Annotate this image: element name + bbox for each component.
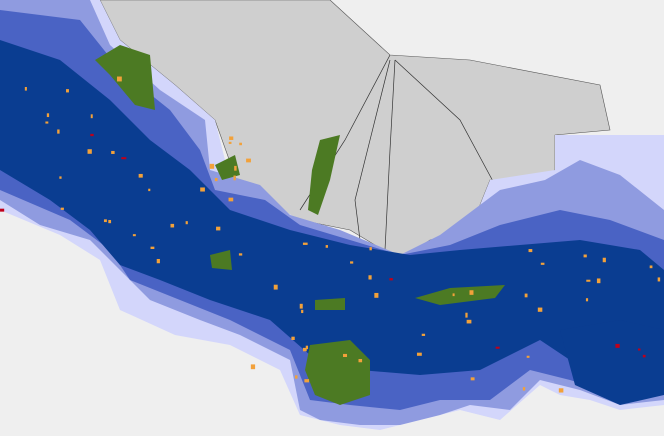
highlight-marker: [470, 377, 475, 381]
highlight-marker: [228, 141, 232, 144]
highlight-marker: [24, 86, 27, 91]
highlight-marker: [216, 226, 221, 231]
highlight-marker: [150, 246, 155, 249]
highlight-marker: [59, 176, 62, 179]
highlight-marker: [111, 150, 115, 154]
highlight-marker: [495, 346, 500, 349]
highlight-marker: [233, 175, 236, 181]
highlight-marker: [642, 354, 646, 358]
park-area: [315, 298, 345, 310]
highlight-marker: [374, 292, 379, 298]
highlight-marker: [528, 249, 533, 253]
highlight-marker: [540, 262, 545, 265]
highlight-marker: [452, 293, 455, 297]
park-area: [215, 155, 240, 180]
highlight-marker: [602, 257, 606, 263]
highlight-marker: [596, 278, 601, 284]
highlight-marker: [45, 121, 49, 124]
highlight-marker: [239, 142, 242, 146]
park-area: [415, 285, 505, 305]
highlight-marker: [87, 149, 92, 154]
highlight-marker: [299, 303, 303, 309]
highlight-marker: [304, 379, 310, 383]
highlight-marker: [649, 265, 653, 269]
highlight-marker: [273, 284, 278, 290]
park-area: [305, 340, 370, 405]
highlight-marker: [358, 359, 363, 363]
zone-dark: [560, 320, 664, 405]
highlight-marker: [209, 163, 215, 169]
highlight-marker: [46, 113, 50, 118]
highlight-marker: [637, 348, 641, 351]
highlight-marker: [121, 157, 127, 160]
highlight-marker: [170, 223, 175, 228]
river-line: [354, 59, 391, 241]
highlight-marker: [103, 219, 107, 223]
highlight-marker: [301, 309, 304, 314]
park-area: [210, 250, 232, 270]
highlight-marker: [369, 247, 372, 251]
highlight-marker: [228, 197, 234, 202]
highlight-marker: [156, 258, 160, 264]
highlight-marker: [66, 89, 69, 93]
highlight-marker: [302, 347, 307, 352]
highlight-marker: [90, 133, 94, 137]
highlight-marker: [389, 278, 393, 281]
highlight-marker: [116, 76, 122, 82]
highlight-marker: [469, 290, 474, 295]
highlight-marker: [90, 114, 93, 119]
highlight-marker: [185, 221, 188, 225]
highlight-marker: [585, 298, 589, 302]
highlight-marker: [657, 277, 661, 282]
highlight-marker: [246, 158, 251, 163]
highlight-marker: [238, 253, 243, 256]
highlight-marker: [526, 355, 530, 358]
river-line: [394, 59, 496, 186]
highlight-marker: [57, 129, 60, 134]
highlight-marker: [302, 242, 308, 245]
highlight-marker: [350, 261, 354, 264]
highlight-marker: [234, 165, 237, 171]
highlight-marker: [229, 136, 234, 140]
highlight-marker: [325, 245, 328, 248]
highlight-marker: [416, 352, 422, 356]
highlight-marker: [60, 207, 64, 210]
highlight-marker: [138, 173, 143, 178]
highlight-markers: [0, 76, 661, 393]
highlight-marker: [214, 177, 218, 182]
zone-dark: [0, 40, 664, 385]
park-area: [95, 45, 155, 110]
highlight-marker: [132, 234, 136, 237]
highlight-marker: [524, 293, 528, 298]
highlight-marker: [421, 333, 426, 336]
highlight-marker: [291, 336, 295, 340]
highlight-marker: [343, 353, 348, 358]
highlight-marker: [466, 319, 472, 324]
highlight-marker: [615, 343, 620, 348]
highlight-marker: [583, 254, 587, 258]
highlight-marker: [108, 219, 112, 224]
park-area: [308, 135, 340, 215]
highlight-marker: [465, 312, 468, 318]
highlight-marker: [0, 208, 5, 212]
highlight-marker: [522, 387, 526, 391]
highlight-marker: [200, 187, 205, 192]
highlight-marker: [148, 188, 151, 192]
river-line: [384, 59, 396, 251]
highlight-marker: [586, 279, 591, 282]
highlight-marker: [537, 307, 543, 312]
highlight-marker: [305, 345, 309, 350]
highlight-marker: [250, 364, 256, 370]
highlight-marker: [368, 275, 372, 280]
highlight-marker: [294, 375, 298, 379]
highlight-marker: [558, 388, 564, 393]
